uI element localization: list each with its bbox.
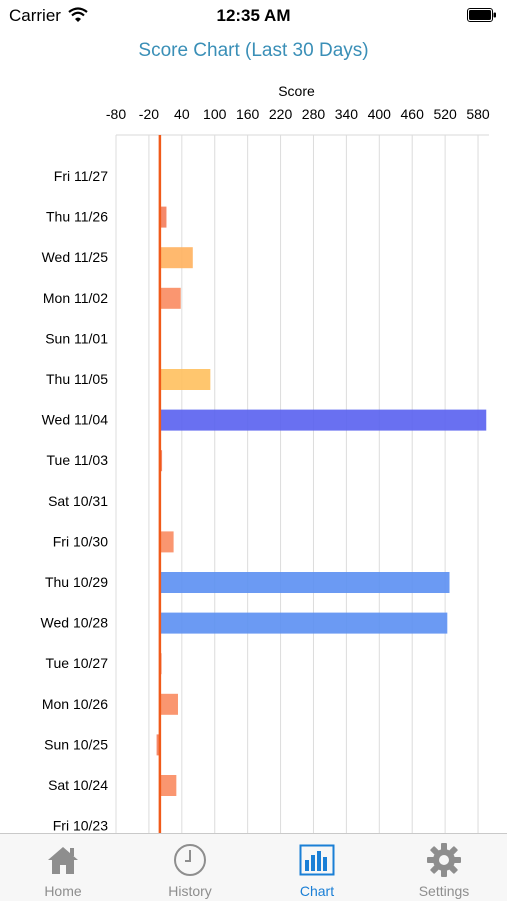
bar [159,369,211,390]
category-label: Fri 10/23 [53,818,108,834]
bar [159,572,450,593]
category-label: Fri 10/30 [53,533,108,549]
x-tick-label: 520 [433,106,457,122]
category-label: Fri 11/27 [54,168,108,184]
tab-home[interactable]: Home [0,834,126,901]
tab-home-label: Home [44,883,82,899]
carrier-label: Carrier [9,6,61,25]
bar [156,734,160,756]
x-tick-label: 280 [302,106,326,122]
category-label: Wed 11/04 [42,412,109,428]
category-label: Wed 10/28 [41,615,109,631]
category-label: Thu 11/26 [46,209,108,225]
category-label: Thu 10/29 [45,574,108,590]
x-tick-label: 220 [269,106,293,122]
category-label: Tue 10/27 [45,655,108,671]
category-label: Tue 11/03 [47,452,109,468]
x-tick-label: 160 [236,106,260,122]
label-layer: Score -80 -20 40 100 160 220 280 340 400 460 520 580… [41,83,490,834]
bar-layer [156,135,487,834]
category-label: Wed 11/25 [42,249,109,265]
chart-title: Score Chart (Last 30 Days) [138,40,369,61]
category-label: Thu 11/05 [46,371,108,387]
bar [159,409,487,431]
wifi-icon [68,7,88,22]
bar [159,531,174,553]
tab-settings[interactable]: Settings [381,834,507,901]
home-icon [48,847,78,874]
gear-icon [427,843,461,877]
category-label: Sat 10/24 [48,777,108,793]
category-label: Mon 10/26 [42,696,108,712]
clock-icon [174,844,206,876]
category-label: Mon 11/02 [43,290,108,306]
battery-icon [467,8,496,22]
status-time: 12:35 AM [216,6,291,25]
x-tick-label: -80 [106,106,126,122]
bar [159,775,177,796]
tab-history[interactable]: History [127,834,253,901]
bar-chart-icon [299,844,335,876]
category-label: Sun 10/25 [44,736,108,752]
category-label: Sun 11/01 [45,330,108,346]
tab-settings-label: Settings [418,883,470,899]
bar [159,612,448,634]
status-bar: Carrier 12:35 AM [0,0,507,30]
bar [159,247,193,269]
bar [159,287,181,309]
x-axis-label: Score [278,83,315,99]
tab-bar: Home History Chart [0,833,507,901]
score-bar-chart: Score -80 -20 40 100 160 220 280 340 400 460 520 580… [41,83,490,834]
x-tick-label: 580 [466,106,490,122]
x-tick-label: -20 [139,106,159,122]
bar [159,693,178,715]
x-tick-label: 40 [174,106,190,122]
x-tick-label: 340 [335,106,359,122]
tab-chart-label: Chart [299,883,335,899]
x-tick-label: 100 [203,106,227,122]
bar [159,206,167,228]
tab-history-label: History [168,883,212,899]
grid-layer [115,134,489,834]
x-tick-label: 460 [401,106,425,122]
tab-chart[interactable]: Chart [254,834,380,901]
category-label: Sat 10/31 [48,493,108,509]
x-tick-label: 400 [368,106,392,122]
